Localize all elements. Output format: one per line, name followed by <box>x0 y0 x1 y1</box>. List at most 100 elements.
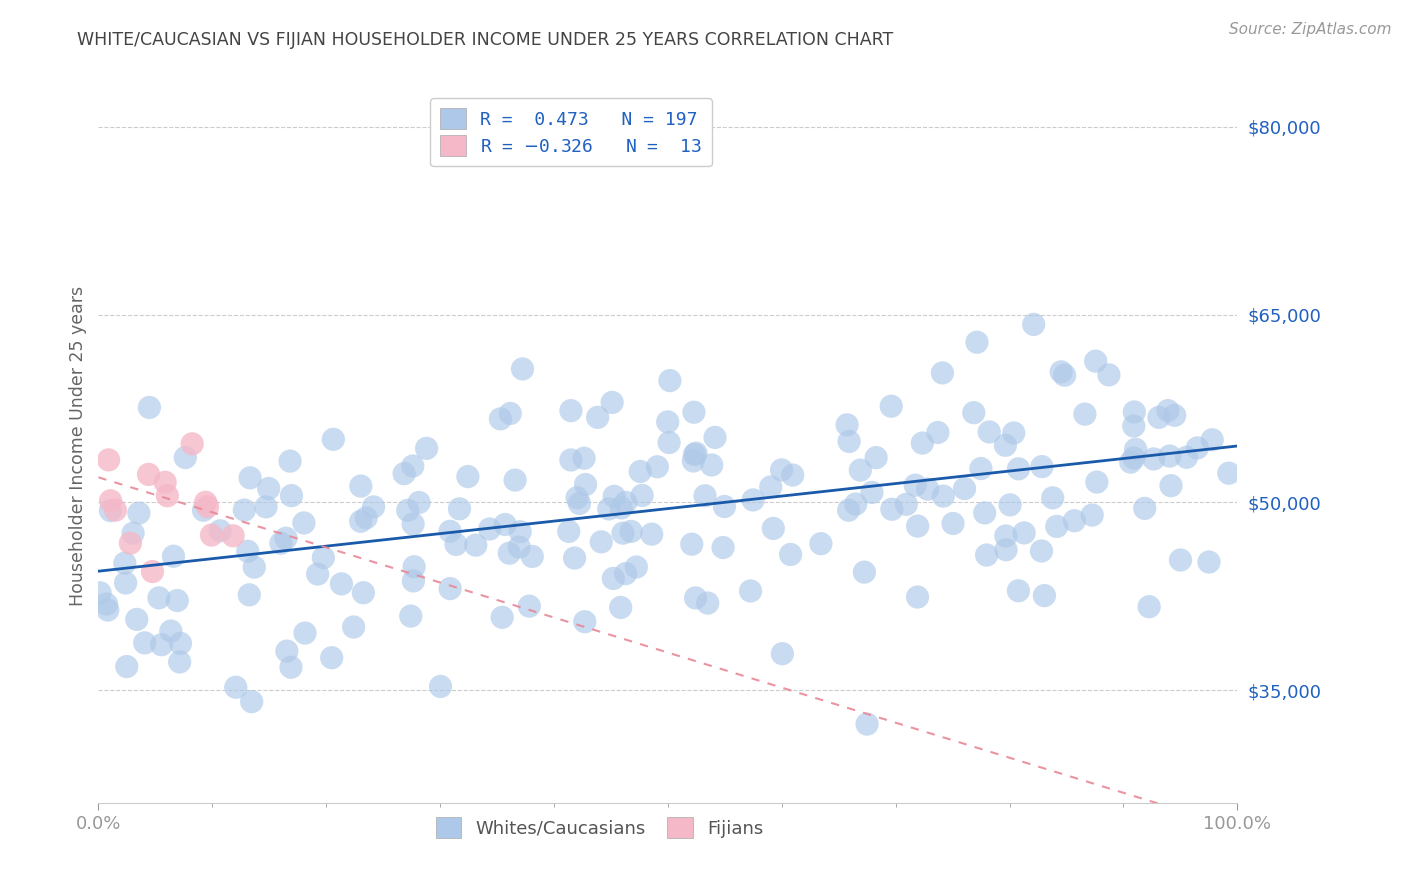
Point <box>363 500 385 514</box>
Point <box>932 489 955 503</box>
Point <box>1042 491 1064 505</box>
Point <box>907 590 929 604</box>
Point <box>352 585 374 599</box>
Point <box>609 600 631 615</box>
Point <box>312 550 335 565</box>
Point <box>225 680 247 694</box>
Point <box>1122 419 1144 434</box>
Point <box>1160 478 1182 492</box>
Point <box>682 454 704 468</box>
Point <box>603 489 626 503</box>
Point <box>931 366 953 380</box>
Point <box>994 438 1017 452</box>
Point <box>1053 368 1076 383</box>
Point <box>134 636 156 650</box>
Point <box>239 471 262 485</box>
Point <box>240 695 263 709</box>
Point <box>845 497 868 511</box>
Point <box>713 500 735 514</box>
Point <box>696 596 718 610</box>
Point <box>1084 354 1107 368</box>
Point <box>138 401 160 415</box>
Point <box>444 537 467 551</box>
Point <box>907 519 929 533</box>
Point <box>404 559 426 574</box>
Point <box>598 502 620 516</box>
Point <box>683 405 706 419</box>
Point <box>779 548 801 562</box>
Point <box>742 492 765 507</box>
Point <box>564 551 586 566</box>
Point <box>1218 466 1240 480</box>
Point <box>494 517 516 532</box>
Point <box>657 415 679 429</box>
Point <box>274 531 297 545</box>
Point <box>1198 555 1220 569</box>
Point <box>343 620 366 634</box>
Point <box>233 503 256 517</box>
Point <box>560 403 582 417</box>
Point <box>658 374 681 388</box>
Point <box>1137 599 1160 614</box>
Point <box>1007 462 1029 476</box>
Point <box>257 482 280 496</box>
Point <box>156 489 179 503</box>
Point <box>150 638 173 652</box>
Point <box>181 437 204 451</box>
Point <box>568 496 591 510</box>
Point <box>683 448 706 462</box>
Point <box>148 591 170 605</box>
Point <box>114 556 136 570</box>
Point <box>631 488 654 502</box>
Point <box>1125 442 1147 457</box>
Point <box>917 482 939 496</box>
Point <box>97 453 120 467</box>
Point <box>402 574 425 588</box>
Point <box>489 412 512 426</box>
Point <box>125 612 148 626</box>
Point <box>503 473 526 487</box>
Point <box>610 500 633 515</box>
Point <box>439 524 461 539</box>
Point <box>392 467 415 481</box>
Point <box>963 406 986 420</box>
Point <box>856 717 879 731</box>
Point <box>759 480 782 494</box>
Point <box>658 435 681 450</box>
Point <box>602 572 624 586</box>
Point <box>976 548 998 562</box>
Point <box>512 362 534 376</box>
Point <box>1050 365 1073 379</box>
Point <box>647 459 669 474</box>
Point <box>254 500 277 514</box>
Point <box>953 482 976 496</box>
Point <box>1033 589 1056 603</box>
Point <box>1074 407 1097 421</box>
Point <box>896 497 918 511</box>
Point <box>1063 514 1085 528</box>
Point <box>612 526 634 541</box>
Point <box>138 467 160 482</box>
Point <box>100 493 122 508</box>
Point <box>1031 544 1053 558</box>
Point <box>100 503 122 517</box>
Y-axis label: Householder Income Under 25 years: Householder Income Under 25 years <box>69 286 87 606</box>
Point <box>565 491 588 505</box>
Point <box>222 529 245 543</box>
Point <box>904 478 927 492</box>
Point <box>153 475 176 490</box>
Point <box>586 410 609 425</box>
Point <box>499 407 522 421</box>
Point <box>600 395 623 409</box>
Point <box>1163 409 1185 423</box>
Point <box>128 506 150 520</box>
Point <box>1201 433 1223 447</box>
Point <box>141 565 163 579</box>
Point <box>626 560 648 574</box>
Point <box>853 565 876 579</box>
Point <box>197 500 219 514</box>
Point <box>238 588 260 602</box>
Point <box>1147 410 1170 425</box>
Point <box>1031 459 1053 474</box>
Point <box>762 521 785 535</box>
